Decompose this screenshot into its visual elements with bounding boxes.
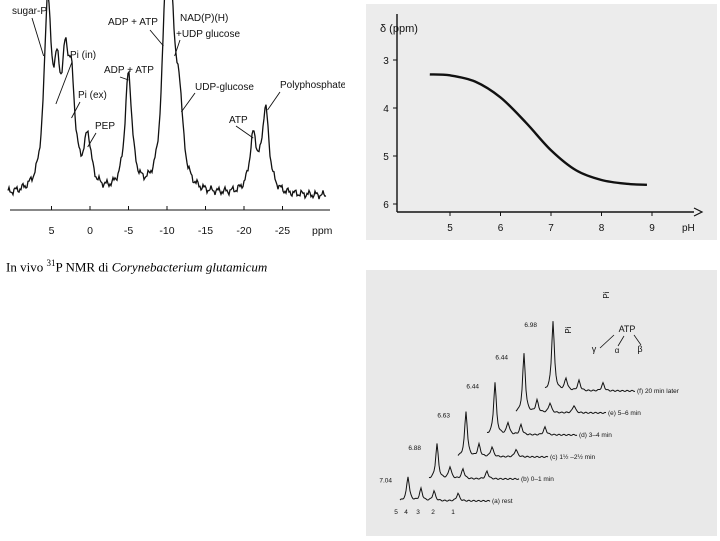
caption-middle: P NMR di xyxy=(55,259,112,275)
nmr-peak-annotation: Pi (ex) xyxy=(78,90,107,101)
nmr-annotation-leader xyxy=(180,92,196,113)
stacked-trace xyxy=(486,382,578,437)
stacked-trace-label: (b) 0–1 min xyxy=(521,476,554,483)
ph-x-tick-label: 5 xyxy=(447,223,453,234)
stacked-peak-label-atp: ATP xyxy=(619,324,636,334)
stacked-trace xyxy=(515,353,607,415)
atp-bracket-line xyxy=(633,334,642,346)
stacked-shift-label: 7.04 xyxy=(379,478,392,485)
nmr-spectrum-trace xyxy=(7,0,327,200)
stacked-trace-label: (a) rest xyxy=(492,498,513,505)
stacked-x-tick-label: 2 xyxy=(431,509,435,516)
stacked-peak-label-alpha: α xyxy=(615,346,620,355)
nmr-x-tick-label: -10 xyxy=(159,225,174,237)
stacked-spectra-panel: (a) rest 7.04 (b) 0–1 min 6.88 (c) 1½ –2½ mi… xyxy=(366,270,717,536)
ph-x-axis-label: pH xyxy=(682,223,695,234)
nmr-annotation-leader xyxy=(149,29,164,47)
nmr-spectrum-panel: 5 0 -5 -10 -15 -20 -25 ppm sugar-P Pi (in) Pi (ex)… xyxy=(0,0,347,245)
nmr-x-tick-label: -20 xyxy=(236,225,251,237)
caption-prefix: In vivo xyxy=(6,259,47,275)
stacked-trace xyxy=(457,411,549,459)
nmr-peak-annotation: ADP + ATP xyxy=(104,65,154,76)
nmr-peak-annotation: ADP + ATP xyxy=(108,17,158,28)
nmr-annotation-leader xyxy=(267,91,281,111)
nmr-peak-annotation: ATP xyxy=(229,115,248,126)
stacked-peak-label-pi: Pi xyxy=(564,326,573,333)
stacked-peak-label-gamma: γ xyxy=(592,344,597,354)
nmr-annotation-leader xyxy=(174,39,181,57)
ph-titration-chart: 3 4 5 6 5 6 7 8 9 δ (ppm) pH xyxy=(380,14,704,234)
ph-x-tick-label: 8 xyxy=(599,223,605,234)
ph-y-axis-label: δ (ppm) xyxy=(380,23,418,35)
nmr-x-tick-label: -25 xyxy=(275,225,290,237)
atp-bracket-line xyxy=(617,335,625,347)
nmr-peak-annotation: +UDP glucose xyxy=(176,29,240,40)
ph-x-tick-label: 6 xyxy=(498,223,504,234)
caption-isotope: 31 xyxy=(46,258,56,268)
nmr-annotation-leader xyxy=(71,101,81,119)
stacked-shift-label: 6.88 xyxy=(408,445,421,452)
caption-species: Corynebacterium glutamicum xyxy=(111,259,268,275)
nmr-x-tick-label: 0 xyxy=(87,225,93,237)
stacked-trace xyxy=(544,321,635,393)
ph-x-tick-label: 7 xyxy=(548,223,554,234)
stacked-shift-label: 6.63 xyxy=(437,413,450,420)
stacked-spectra-chart: (a) rest 7.04 (b) 0–1 min 6.88 (c) 1½ –2½ mi… xyxy=(379,291,680,516)
stacked-shift-label: 6.44 xyxy=(495,355,508,362)
nmr-x-tick-label: -15 xyxy=(198,225,213,237)
stacked-peak-label-pi: Pi xyxy=(602,291,611,298)
nmr-annotation-leader xyxy=(119,76,129,81)
stacked-peak-label-beta: β xyxy=(637,344,642,354)
nmr-annotation-leader xyxy=(235,125,254,139)
nmr-peak-annotation: Polyphosphate xyxy=(280,80,345,91)
ph-y-tick-label: 6 xyxy=(383,200,389,211)
nmr-annotation-leader xyxy=(55,61,73,105)
ph-y-tick-label: 4 xyxy=(383,104,389,115)
nmr-peak-annotation: UDP-glucose xyxy=(195,82,254,93)
nmr-annotation-leader xyxy=(87,132,97,148)
figure-caption: In vivo 31P NMR di Corynebacterium gluta… xyxy=(6,258,267,275)
nmr-peak-annotation: Pi (in) xyxy=(70,50,96,61)
nmr-x-tick-label: -5 xyxy=(124,225,133,237)
ph-titration-panel: 3 4 5 6 5 6 7 8 9 δ (ppm) pH xyxy=(366,4,717,240)
stacked-trace xyxy=(428,443,520,481)
stacked-trace-label: (f) 20 min later xyxy=(637,388,680,395)
ph-x-arrow xyxy=(693,207,704,217)
nmr-spectrum-chart: 5 0 -5 -10 -15 -20 -25 ppm sugar-P Pi (in) Pi (ex)… xyxy=(7,0,347,237)
stacked-trace-label: (e) 5–6 min xyxy=(608,410,641,417)
nmr-peak-annotation: PEP xyxy=(95,121,115,132)
stacked-trace xyxy=(399,476,491,503)
stacked-x-tick-label: 4 xyxy=(404,509,408,516)
nmr-x-axis-label: ppm xyxy=(312,225,333,237)
nmr-peak-annotation: sugar-P xyxy=(12,6,47,17)
stacked-x-tick-label: 1 xyxy=(451,509,455,516)
ph-x-tick-label: 9 xyxy=(649,223,655,234)
ph-titration-curve xyxy=(429,73,648,186)
atp-bracket-line xyxy=(599,334,615,349)
ph-y-tick-label: 5 xyxy=(383,152,389,163)
nmr-peak-annotation: NAD(P)(H) xyxy=(180,13,228,24)
nmr-annotation-leader xyxy=(31,17,45,57)
stacked-shift-label: 6.44 xyxy=(466,384,479,391)
nmr-x-tick-label: 5 xyxy=(49,225,55,237)
stacked-trace-label: (d) 3–4 min xyxy=(579,432,612,439)
stacked-trace-label: (c) 1½ –2½ min xyxy=(550,453,596,461)
stacked-x-tick-label: 5 xyxy=(394,509,398,516)
stacked-x-tick-label: 3 xyxy=(416,509,420,516)
stacked-shift-label: 6.98 xyxy=(524,322,537,329)
ph-y-tick-label: 3 xyxy=(383,56,389,67)
